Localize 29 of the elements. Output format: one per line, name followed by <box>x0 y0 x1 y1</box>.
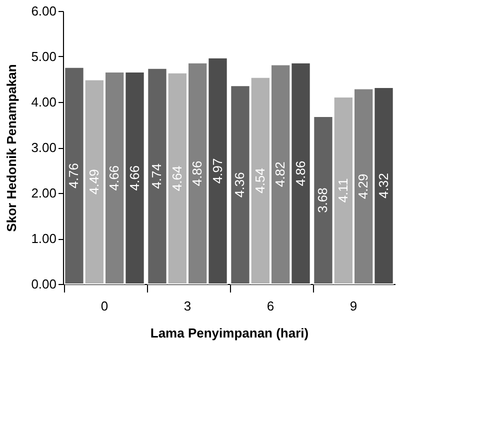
data-label: 4.66 <box>126 165 142 191</box>
data-label: 4.36 <box>232 172 248 198</box>
data-label: 4.64 <box>169 166 184 192</box>
x-axis-title: Lama Penyimpanan (hari) <box>150 326 309 340</box>
data-label: 4.86 <box>292 160 308 186</box>
data-label: 3.68 <box>315 188 330 213</box>
data-label: 4.82 <box>272 162 288 187</box>
data-label: 4.86 <box>190 160 205 186</box>
y-tick-label: 5.00 <box>31 49 56 64</box>
x-tick-label: 6 <box>266 298 274 314</box>
data-label: 4.97 <box>210 158 225 184</box>
y-tick-label: 1.00 <box>31 231 56 246</box>
data-label: 4.54 <box>252 168 268 194</box>
data-label: 4.32 <box>376 173 391 198</box>
y-tick-label: 4.00 <box>31 94 56 110</box>
y-tick-label: 3.00 <box>31 140 56 155</box>
data-label: 4.29 <box>356 174 371 200</box>
data-label: 4.76 <box>66 163 82 188</box>
data-label: 4.11 <box>335 178 350 203</box>
y-axis-title: Skor Hedonik Penampakan <box>4 64 20 232</box>
y-tick-label: 0.00 <box>31 276 56 292</box>
y-tick-label: 2.00 <box>31 186 56 200</box>
data-label: 4.49 <box>86 169 102 195</box>
x-tick-label: 3 <box>184 298 192 314</box>
y-tick-label: 6.00 <box>31 4 56 18</box>
data-label: 4.74 <box>149 164 164 189</box>
data-label: 4.66 <box>106 165 122 191</box>
x-tick-label: 9 <box>350 298 358 314</box>
x-tick-label: 0 <box>100 298 108 314</box>
